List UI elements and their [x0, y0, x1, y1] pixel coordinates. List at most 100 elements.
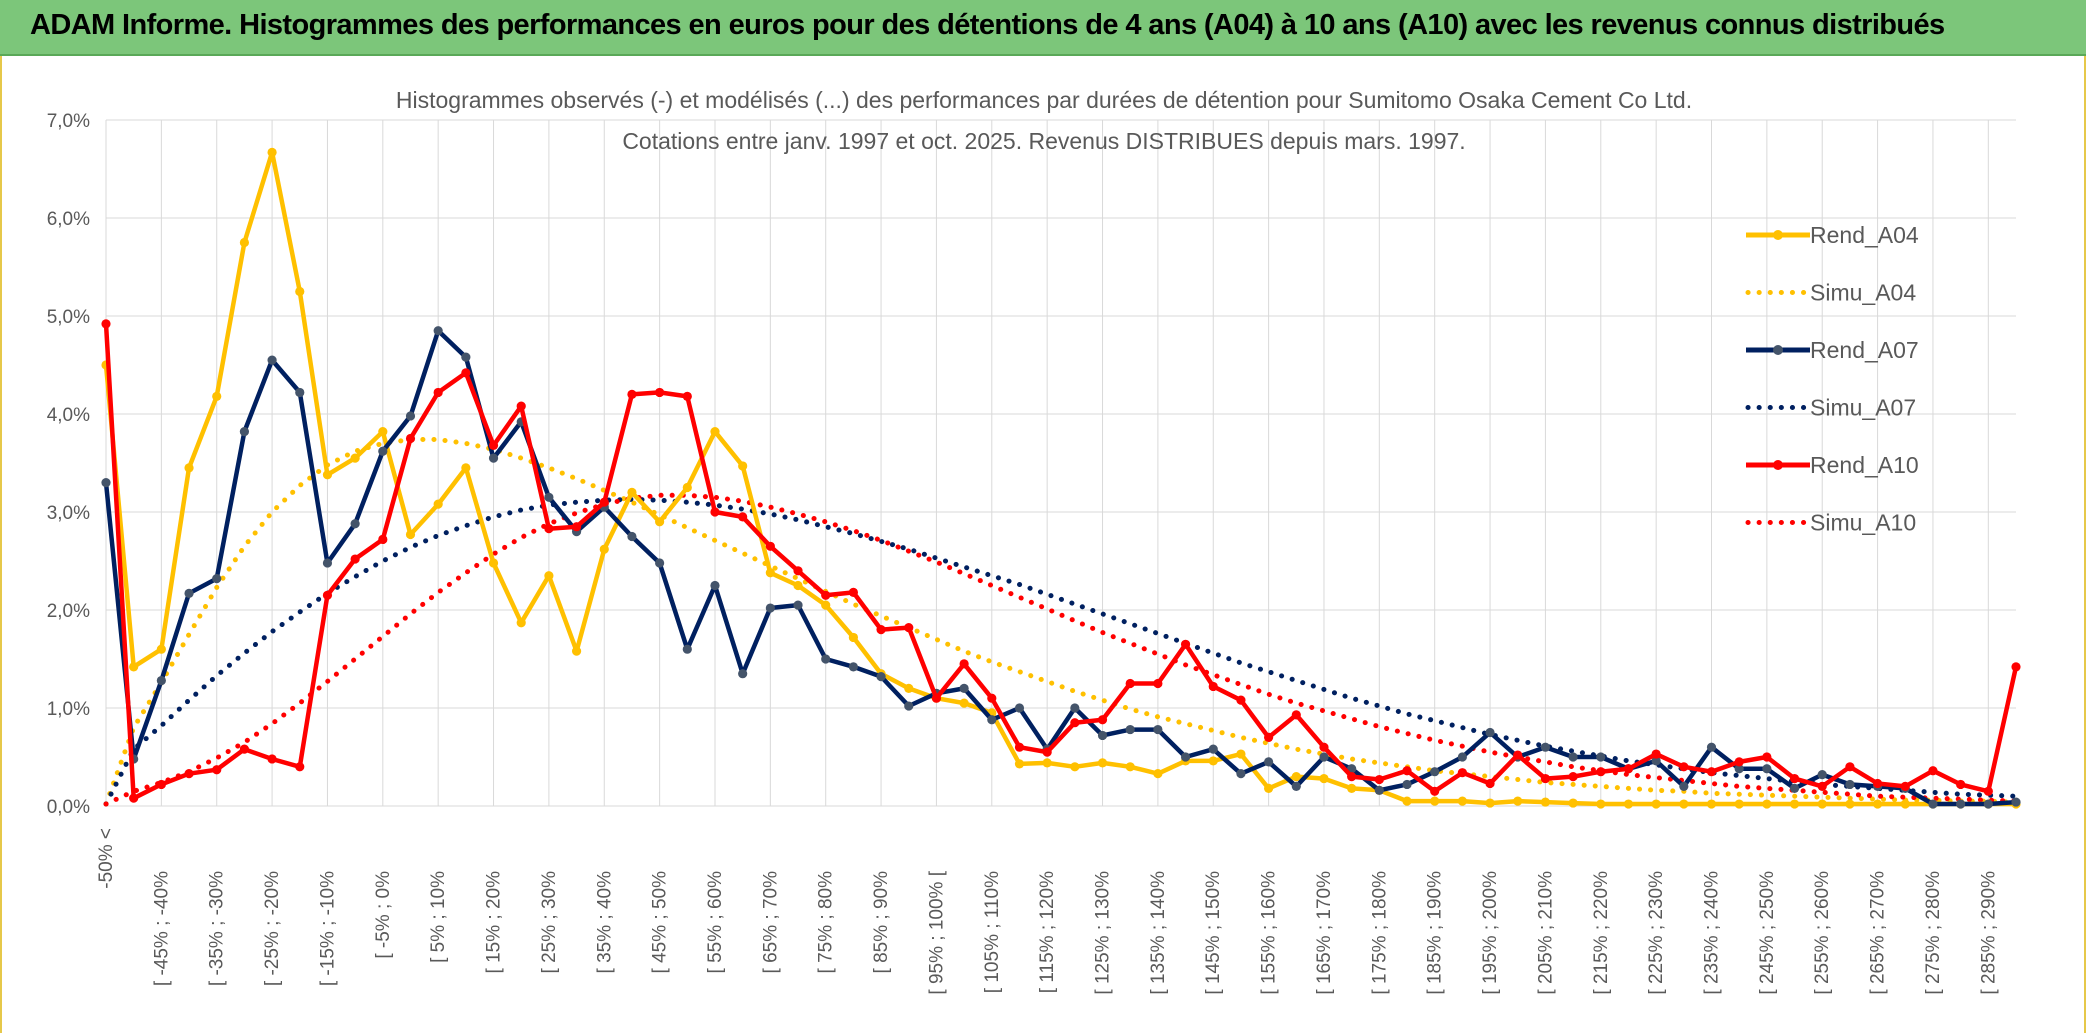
data-point: [655, 517, 665, 527]
data-point: [405, 529, 416, 540]
data-point: [1014, 742, 1025, 752]
x-tick-label: [ 145% ; 150%: [1203, 871, 1224, 995]
data-point: [322, 470, 333, 480]
series-line: [103, 492, 2019, 807]
data-point: [461, 463, 471, 473]
legend-item-Simu_A10: Simu_A10: [1745, 510, 1916, 536]
data-point: [627, 389, 637, 399]
data-point: [1651, 749, 1661, 759]
data-point: [1513, 796, 1523, 806]
legend-item-Rend_A07: Rend_A07: [1746, 337, 1919, 363]
data-point: [1236, 695, 1246, 705]
data-point: [1568, 798, 1578, 808]
data-point: [1264, 757, 1274, 767]
series-Rend_A04: [101, 147, 2021, 809]
data-point: [904, 623, 914, 633]
data-point: [295, 286, 305, 297]
data-point: [461, 352, 471, 362]
data-point: [1097, 758, 1108, 768]
data-point: [516, 401, 526, 411]
data-point: [1042, 758, 1052, 768]
data-point: [129, 793, 139, 803]
data-point: [1706, 767, 1717, 777]
legend-label: Rend_A04: [1810, 222, 1919, 248]
x-tick-label: [ 5% ; 10%: [428, 871, 449, 963]
data-point: [1762, 799, 1772, 809]
data-point: [1457, 796, 1467, 806]
x-tick-label: [ -5% ; 0%: [373, 871, 394, 959]
x-tick-label: [ 185% ; 190%: [1425, 871, 1446, 995]
data-point: [1070, 762, 1080, 772]
data-point: [1457, 752, 1467, 762]
data-point: [1789, 783, 1800, 793]
data-point: [627, 531, 637, 542]
data-point: [184, 463, 194, 473]
data-point: [488, 453, 499, 463]
data-point: [1734, 757, 1744, 767]
series-line: [103, 323, 2019, 801]
legend-item-Rend_A04: Rend_A04: [1746, 222, 1919, 248]
legend-label: Simu_A07: [1810, 395, 1916, 421]
data-point: [1070, 718, 1080, 728]
data-point: [1208, 744, 1218, 754]
data-point: [1900, 799, 1910, 809]
data-point: [1070, 703, 1080, 713]
data-point: [1153, 724, 1163, 735]
data-point: [239, 744, 250, 754]
data-point: [488, 558, 499, 568]
data-point: [1568, 772, 1578, 782]
x-tick-label: [ 255% ; 260%: [1812, 871, 1833, 995]
data-point: [765, 603, 775, 613]
data-point: [738, 461, 748, 471]
data-point: [599, 497, 609, 507]
data-point: [1956, 799, 1966, 809]
data-point: [405, 411, 416, 421]
data-point: [571, 522, 582, 532]
data-point: [821, 600, 831, 610]
data-point: [1928, 799, 1938, 809]
data-point: [655, 387, 665, 398]
data-point: [821, 590, 831, 600]
data-point: [433, 326, 443, 336]
data-point: [295, 387, 305, 398]
data-point: [1402, 796, 1412, 806]
x-tick-label: [ 65% ; 70%: [760, 871, 781, 974]
data-point: [959, 683, 969, 694]
data-point: [1485, 778, 1495, 789]
data-point: [544, 524, 554, 534]
data-point: [1872, 778, 1883, 789]
data-point: [1208, 756, 1218, 766]
data-point: [1789, 773, 1800, 784]
data-point: [1319, 742, 1329, 752]
data-point: [1485, 798, 1495, 808]
data-point: [1374, 785, 1384, 795]
x-tick-label: [ 175% ; 180%: [1369, 871, 1390, 995]
data-point: [1762, 752, 1772, 762]
data-point: [1430, 796, 1440, 806]
data-point: [1264, 783, 1274, 793]
series-Simu_A10: [103, 492, 2019, 807]
data-point: [1319, 773, 1329, 784]
data-point: [1319, 752, 1329, 762]
data-point: [765, 568, 775, 578]
y-tick-label: 5,0%: [47, 307, 90, 328]
data-point: [2011, 662, 2021, 672]
data-point: [821, 654, 831, 664]
data-point: [1180, 639, 1191, 649]
data-point: [267, 355, 277, 365]
x-tick-label: [ 285% ; 290%: [1978, 871, 1999, 995]
data-point: [350, 554, 360, 564]
x-tick-label: [ 195% ; 200%: [1480, 871, 1501, 995]
data-point: [1291, 772, 1301, 782]
x-tick-label: [ 235% ; 240%: [1702, 871, 1723, 995]
series-Simu_A07: [103, 496, 2019, 807]
y-tick-label: 7,0%: [47, 111, 90, 132]
data-point: [1513, 750, 1523, 760]
data-point: [1402, 766, 1412, 776]
data-point: [212, 391, 222, 401]
data-point: [987, 693, 997, 703]
data-point: [1734, 764, 1744, 774]
data-point: [1264, 732, 1274, 743]
data-point: [627, 487, 637, 497]
histogram-chart: 0,0% 1,0% 2,0% 3,0% 4,0% 5,0% 6,0% 7,0% -50% < […: [47, 87, 2021, 995]
